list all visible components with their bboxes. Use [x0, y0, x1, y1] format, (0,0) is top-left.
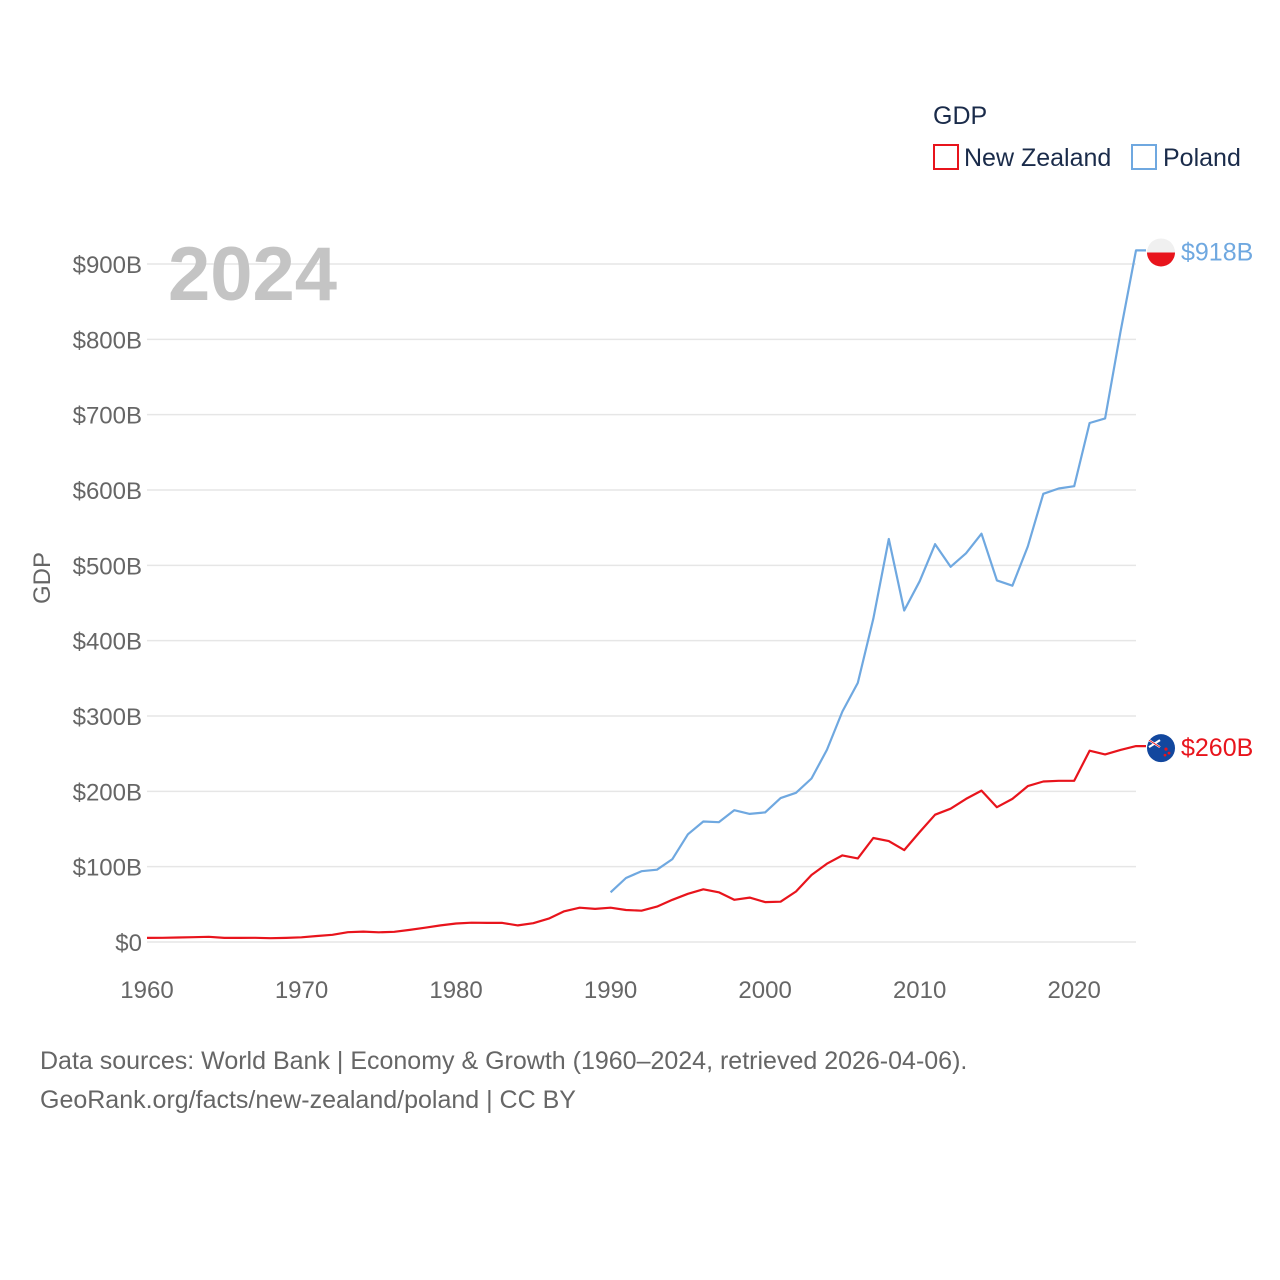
y-tick-label: $100B — [73, 855, 142, 882]
end-value-label-new-zealand: $260B — [1181, 734, 1253, 762]
x-tick-label: 1990 — [584, 977, 637, 1004]
y-tick-label: $600B — [73, 478, 142, 505]
y-axis-label: GDP — [29, 552, 56, 604]
legend-label-poland[interactable]: Poland — [1163, 144, 1241, 172]
y-tick-label: $400B — [73, 629, 142, 656]
legend-swatch-new-zealand[interactable] — [933, 144, 959, 170]
end-value-label-poland: $918B — [1181, 238, 1253, 266]
y-tick-label: $800B — [73, 327, 142, 354]
new-zealand-flag-icon — [1147, 734, 1175, 763]
y-tick-label: $700B — [73, 403, 142, 430]
x-tick-label: 1980 — [429, 977, 482, 1004]
x-tick-label: 1970 — [275, 977, 328, 1004]
legend-label-new-zealand[interactable]: New Zealand — [964, 144, 1111, 172]
x-tick-label: 1960 — [120, 977, 173, 1004]
legend-title: GDP — [933, 102, 987, 130]
data-source-note: Data sources: World Bank | Economy & Gro… — [40, 1042, 967, 1120]
series-line-new-zealand[interactable] — [146, 744, 1146, 940]
legend-swatch-poland[interactable] — [1131, 144, 1157, 170]
y-tick-label: $900B — [73, 252, 142, 279]
source-line-2: GeoRank.org/facts/new-zealand/poland | C… — [40, 1086, 576, 1114]
x-axis-ticks: 1960 1970 1980 1990 2000 2010 2020 — [120, 977, 1101, 1004]
year-watermark: 2024 — [168, 232, 337, 317]
x-tick-label: 2020 — [1047, 977, 1100, 1004]
y-axis-ticks: $0 $100B $200B $300B $400B $500B $600B $700B $80… — [73, 252, 142, 957]
series-lines — [146, 249, 1146, 940]
source-line-1: Data sources: World Bank | Economy & Gro… — [40, 1047, 968, 1075]
end-markers: $260B $918B — [1147, 238, 1253, 763]
series-line-poland[interactable] — [609, 249, 1146, 894]
gdp-line-chart: $0 $100B $200B $300B $400B $500B $600B $700B $80… — [29, 102, 1253, 1004]
grid-lines — [147, 263, 1136, 943]
y-tick-label: $300B — [73, 704, 142, 731]
legend: GDP New Zealand Poland — [933, 102, 1241, 172]
poland-flag-icon — [1147, 238, 1175, 267]
y-tick-label: $0 — [115, 930, 142, 957]
x-tick-label: 2010 — [893, 977, 946, 1004]
x-tick-label: 2000 — [738, 977, 791, 1004]
y-tick-label: $200B — [73, 779, 142, 806]
y-tick-label: $500B — [73, 553, 142, 580]
